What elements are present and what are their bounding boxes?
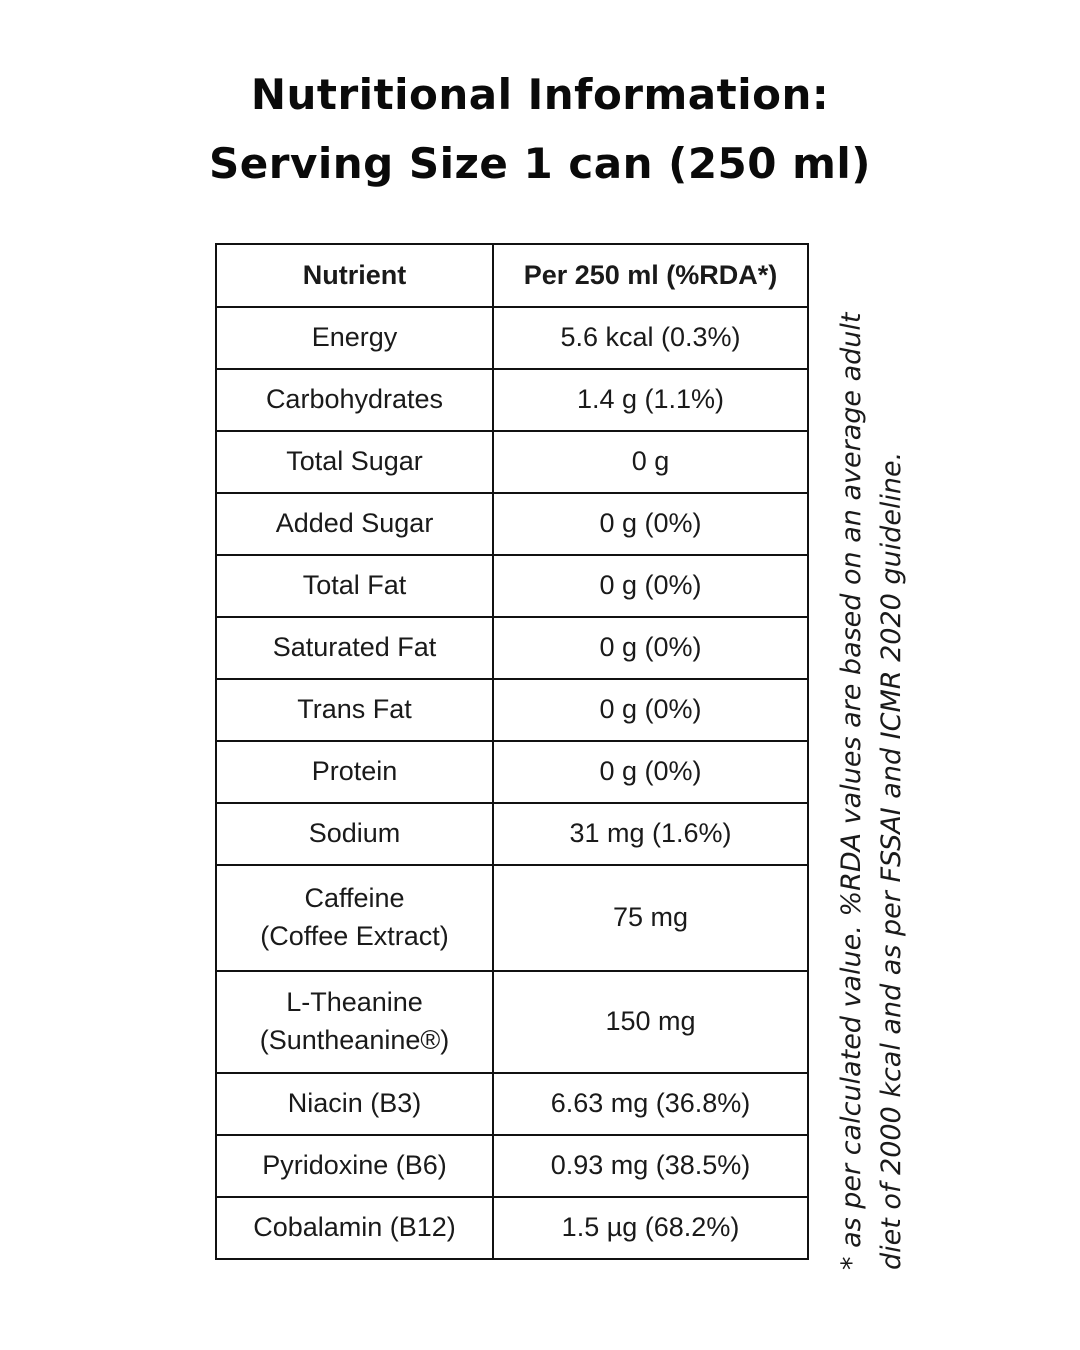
- nutrient-name: Cobalamin (B12): [215, 1196, 494, 1260]
- rda-footnote: * as per calculated value. %RDA values a…: [832, 250, 912, 1270]
- page-title-line-2: Serving Size 1 can (250 ml): [209, 139, 871, 188]
- footnote-line-2: diet of 2000 kcal and as per FSSAI and I…: [876, 451, 907, 1270]
- nutrient-name-line-1: L-Theanine: [286, 987, 423, 1018]
- page-title-line-1: Nutritional Information:: [250, 70, 830, 119]
- nutrient-name: Energy: [215, 306, 494, 370]
- nutrition-table: Nutrient Per 250 ml (%RDA*) Energy 5.6 k…: [215, 243, 809, 1260]
- nutrient-value: 0 g (0%): [492, 740, 809, 804]
- nutrient-value: 0 g: [492, 430, 809, 494]
- nutrient-name-line-1: Caffeine: [304, 883, 405, 914]
- nutrient-name: Protein: [215, 740, 494, 804]
- table-row: Caffeine (Coffee Extract) 75 mg: [215, 864, 809, 972]
- nutrient-value: 150 mg: [492, 970, 809, 1074]
- table-row: Niacin (B3) 6.63 mg (36.8%): [215, 1072, 809, 1136]
- nutrient-value: 1.5 µg (68.2%): [492, 1196, 809, 1260]
- table-row: Total Sugar 0 g: [215, 430, 809, 494]
- nutrient-value: 0 g (0%): [492, 492, 809, 556]
- table-header-row: Nutrient Per 250 ml (%RDA*): [215, 243, 809, 308]
- table-row: Trans Fat 0 g (0%): [215, 678, 809, 742]
- nutrient-value: 0 g (0%): [492, 678, 809, 742]
- table-row: Sodium 31 mg (1.6%): [215, 802, 809, 866]
- column-header-nutrient: Nutrient: [215, 243, 494, 308]
- nutrient-name: Added Sugar: [215, 492, 494, 556]
- table-row: L-Theanine (Suntheanine®) 150 mg: [215, 970, 809, 1074]
- nutrient-name: Total Sugar: [215, 430, 494, 494]
- nutrient-value: 0 g (0%): [492, 616, 809, 680]
- nutrient-value: 31 mg (1.6%): [492, 802, 809, 866]
- nutrient-value: 0 g (0%): [492, 554, 809, 618]
- nutrient-name-line-2: (Coffee Extract): [260, 921, 449, 951]
- nutrient-name: Pyridoxine (B6): [215, 1134, 494, 1198]
- column-header-value: Per 250 ml (%RDA*): [492, 243, 809, 308]
- nutrient-name: Sodium: [215, 802, 494, 866]
- table-row: Added Sugar 0 g (0%): [215, 492, 809, 556]
- nutrient-name: Trans Fat: [215, 678, 494, 742]
- nutrient-name: Total Fat: [215, 554, 494, 618]
- nutrient-name-line-2: (Suntheanine®): [259, 1025, 450, 1055]
- table-row: Carbohydrates 1.4 g (1.1%): [215, 368, 809, 432]
- table-row: Cobalamin (B12) 1.5 µg (68.2%): [215, 1196, 809, 1260]
- table-row: Protein 0 g (0%): [215, 740, 809, 804]
- footnote-line-1: * as per calculated value. %RDA values a…: [836, 312, 867, 1270]
- nutrient-name: Niacin (B3): [215, 1072, 494, 1136]
- nutrient-name: Carbohydrates: [215, 368, 494, 432]
- nutrient-name: L-Theanine (Suntheanine®): [215, 970, 494, 1074]
- nutrient-name: Caffeine (Coffee Extract): [215, 864, 494, 972]
- table-row: Total Fat 0 g (0%): [215, 554, 809, 618]
- table-row: Energy 5.6 kcal (0.3%): [215, 306, 809, 370]
- nutrient-value: 6.63 mg (36.8%): [492, 1072, 809, 1136]
- nutrient-value: 0.93 mg (38.5%): [492, 1134, 809, 1198]
- nutrient-value: 1.4 g (1.1%): [492, 368, 809, 432]
- table-row: Saturated Fat 0 g (0%): [215, 616, 809, 680]
- nutrient-value: 5.6 kcal (0.3%): [492, 306, 809, 370]
- table-row: Pyridoxine (B6) 0.93 mg (38.5%): [215, 1134, 809, 1198]
- nutrient-name: Saturated Fat: [215, 616, 494, 680]
- nutrient-value: 75 mg: [492, 864, 809, 972]
